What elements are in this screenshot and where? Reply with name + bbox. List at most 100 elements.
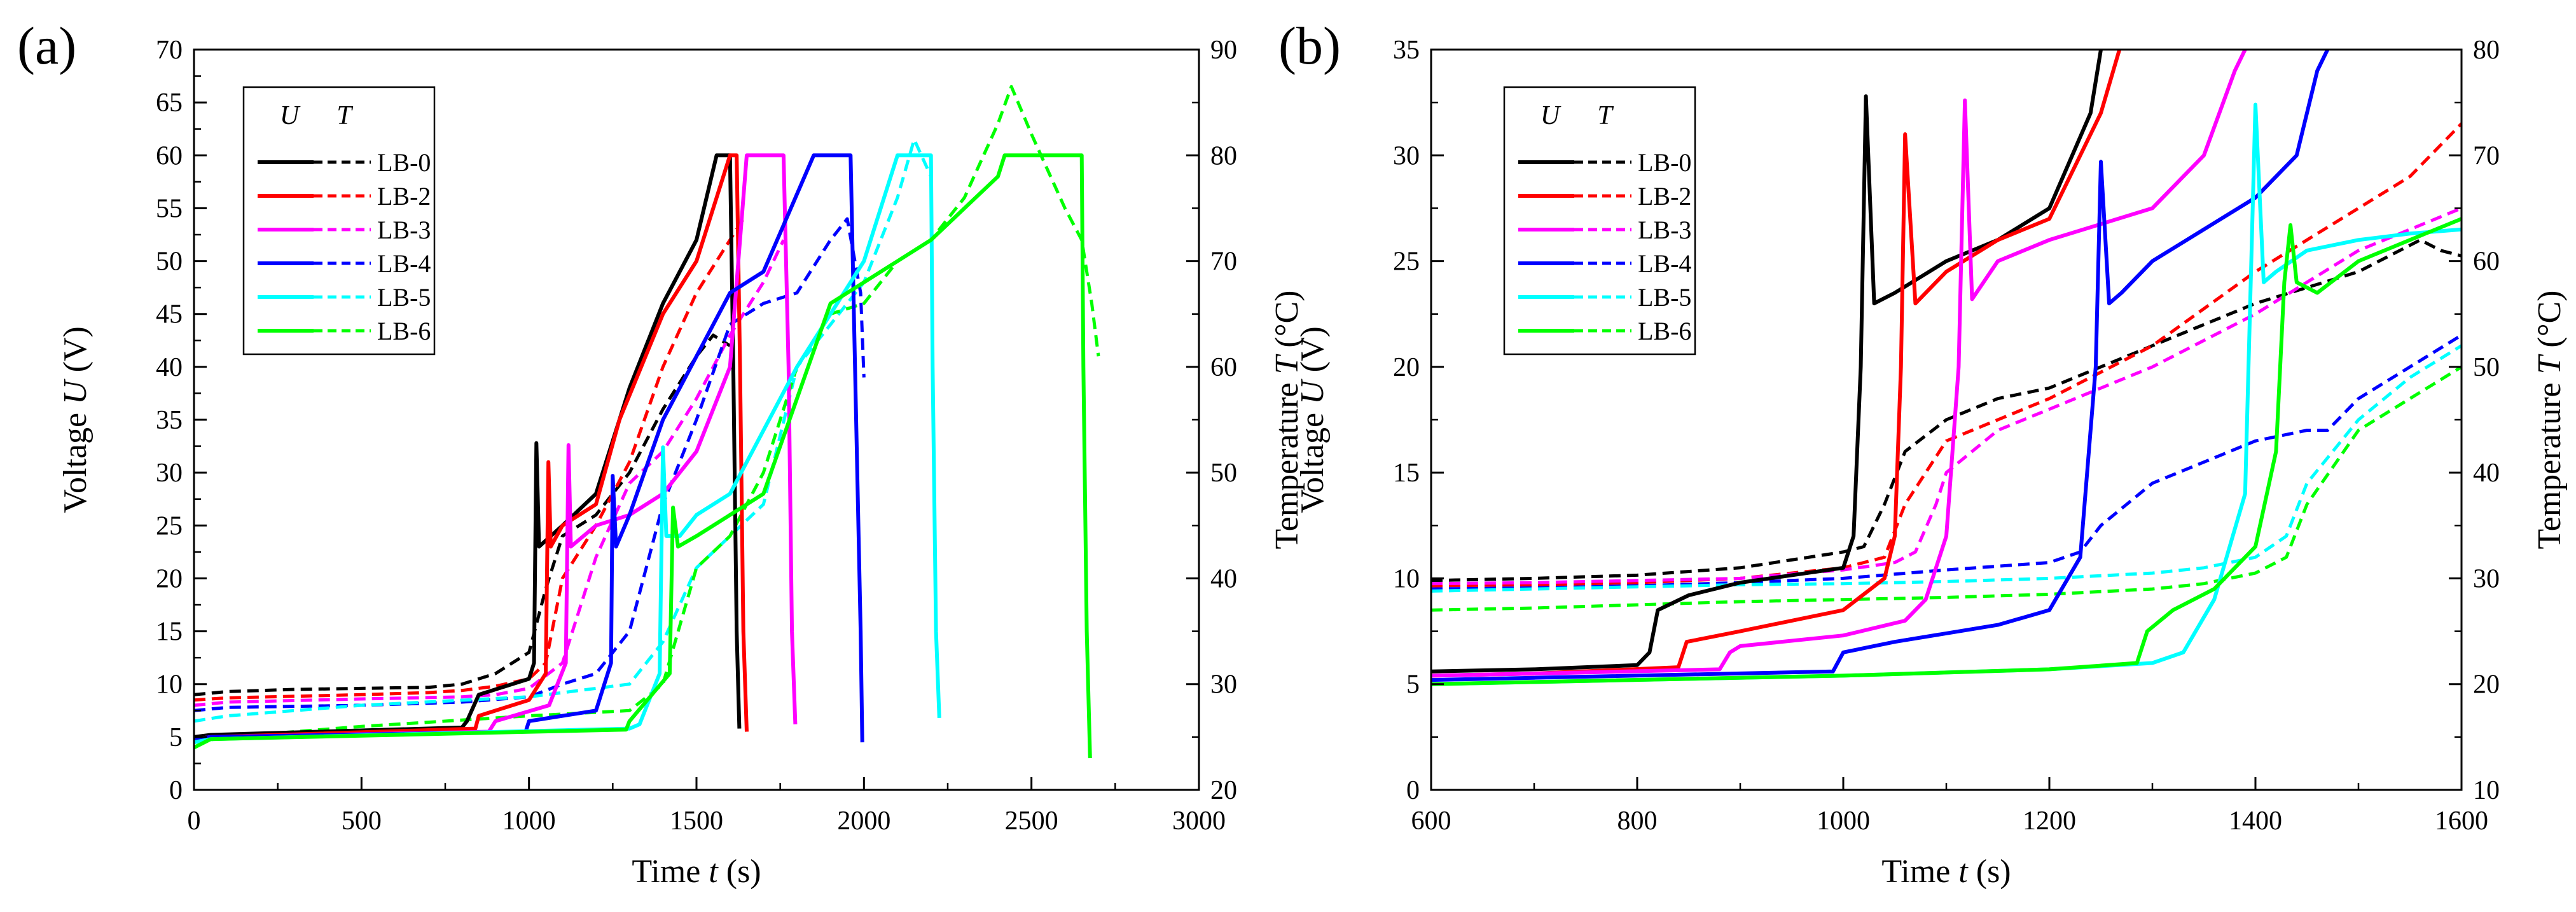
y-tick-label: 30 bbox=[156, 459, 183, 488]
y2-tick-label: 80 bbox=[2473, 36, 2500, 65]
legend-entry-lb-0: LB-0 bbox=[377, 148, 431, 177]
x-tick-label: 2500 bbox=[1005, 806, 1058, 836]
x-tick-label: 1600 bbox=[2435, 806, 2488, 836]
temperature-series-lb-5 bbox=[1431, 344, 2462, 593]
y2-axis-label-unit: (°C) bbox=[2531, 290, 2568, 356]
y2-tick-label: 90 bbox=[1210, 36, 1237, 65]
x-axis-label-text: Time bbox=[632, 853, 709, 890]
temperature-series-lb-0 bbox=[194, 333, 731, 696]
y-axis-label-unit: (V) bbox=[57, 326, 93, 380]
legend-entry-lb-3: LB-3 bbox=[377, 216, 431, 244]
x-axis-label: Time t (s) bbox=[632, 853, 761, 890]
y2-axis-label-var: T bbox=[2531, 354, 2568, 375]
x-tick-label: 800 bbox=[1617, 806, 1658, 836]
y2-axis-label-text: Temperature bbox=[2531, 375, 2568, 549]
legend-header-t: T bbox=[336, 101, 353, 130]
panel-label-b: (b) bbox=[1278, 17, 1341, 76]
temperature-series-lb-0 bbox=[1431, 238, 2462, 583]
y-tick-label: 5 bbox=[169, 723, 183, 752]
x-axis-label-var: t bbox=[709, 853, 719, 890]
chart-panel-a: 0 500 1000 1500 2000 2500 3000 0 5 10 15 20 25 30 35 40… bbox=[57, 36, 1305, 890]
y2-tick-label: 40 bbox=[1210, 564, 1237, 593]
legend-entry-lb-6: LB-6 bbox=[377, 317, 431, 345]
x-tick-label: 1200 bbox=[2023, 806, 2076, 836]
y2-tick-label: 50 bbox=[1210, 459, 1237, 488]
y-tick-label: 65 bbox=[156, 88, 183, 118]
voltage-series-lb-2 bbox=[1431, 50, 2122, 678]
temperature-series-lb-5 bbox=[194, 137, 932, 723]
y-axis-label-var: U bbox=[57, 378, 93, 404]
y2-axis-label-unit: (°C) bbox=[1269, 290, 1305, 356]
y-tick-label: 20 bbox=[156, 564, 183, 593]
x-tick-label: 1400 bbox=[2229, 806, 2282, 836]
legend-header-u: U bbox=[280, 101, 301, 130]
temperature-series-lb-3 bbox=[194, 239, 786, 707]
x-axis-label: Time t (s) bbox=[1881, 853, 2011, 890]
x-axis-label-text: Time bbox=[1881, 853, 1958, 890]
y-tick-label: 25 bbox=[156, 511, 183, 541]
x-tick-label: 0 bbox=[188, 806, 201, 836]
temperature-series-lb-6 bbox=[194, 85, 1100, 744]
y2-tick-label: 30 bbox=[1210, 670, 1237, 700]
legend-box bbox=[242, 86, 436, 356]
x-tick-label: 600 bbox=[1411, 806, 1451, 836]
y2-tick-label: 80 bbox=[1210, 141, 1237, 170]
voltage-series-lb-5 bbox=[194, 153, 941, 745]
plot-area bbox=[194, 85, 1100, 759]
y2-tick-label: 60 bbox=[1210, 353, 1237, 382]
y-tick-label: 10 bbox=[156, 670, 183, 700]
y2-tick-label: 60 bbox=[2473, 247, 2500, 277]
y2-axis-label-text: Temperature bbox=[1269, 375, 1305, 549]
legend: U T LB-0 LB-2 LB-3 LB-4 LB-5 LB-6 bbox=[242, 86, 436, 356]
y-tick-label: 25 bbox=[1393, 247, 1420, 277]
x-tick-label: 3000 bbox=[1172, 806, 1226, 836]
x-tick-label: 1000 bbox=[502, 806, 556, 836]
y-tick-label: 60 bbox=[156, 141, 183, 170]
legend: U T LB-0 LB-2 LB-3 LB-4 LB-5 LB-6 bbox=[1503, 86, 1696, 356]
legend-entry-lb-2: LB-2 bbox=[1638, 182, 1691, 211]
y2-tick-label: 10 bbox=[2473, 776, 2500, 805]
x-tick-label: 2000 bbox=[837, 806, 890, 836]
temperature-series-lb-4 bbox=[1431, 333, 2462, 591]
y2-tick-label: 40 bbox=[2473, 459, 2500, 488]
y-axis-label: Voltage U (V) bbox=[1294, 326, 1331, 513]
y-tick-label: 55 bbox=[156, 194, 183, 223]
temperature-series-lb-3 bbox=[1431, 207, 2462, 586]
y-axis-label-var: U bbox=[1294, 378, 1331, 404]
legend-entry-lb-5: LB-5 bbox=[1638, 283, 1691, 312]
y2-axis-label: Temperature T (°C) bbox=[1269, 290, 1305, 549]
y-tick-label: 40 bbox=[156, 353, 183, 382]
y2-tick-label: 20 bbox=[2473, 670, 2500, 700]
x-tick-label: 1000 bbox=[1817, 806, 1870, 836]
legend-entry-lb-4: LB-4 bbox=[1638, 249, 1691, 278]
y-tick-label: 70 bbox=[156, 36, 183, 65]
voltage-series-lb-6 bbox=[194, 153, 1092, 759]
y-axis-label: Voltage U (V) bbox=[57, 326, 93, 513]
panel-label-a: (a) bbox=[17, 17, 76, 76]
legend-entry-lb-4: LB-4 bbox=[377, 249, 431, 278]
legend-entry-lb-6: LB-6 bbox=[1638, 317, 1691, 345]
y-tick-label: 0 bbox=[169, 776, 183, 805]
y2-tick-label: 20 bbox=[1210, 776, 1237, 805]
y-tick-label: 30 bbox=[1393, 141, 1420, 170]
y-tick-label: 50 bbox=[156, 247, 183, 277]
legend-entry-lb-0: LB-0 bbox=[1638, 148, 1691, 177]
y2-axis-label: Temperature T (°C) bbox=[2531, 290, 2568, 549]
voltage-series-lb-4 bbox=[1431, 50, 2330, 682]
legend-entry-lb-5: LB-5 bbox=[377, 283, 431, 312]
temperature-series-lb-6 bbox=[1431, 365, 2462, 612]
y2-tick-label: 30 bbox=[2473, 564, 2500, 593]
y-tick-label: 20 bbox=[1393, 353, 1420, 382]
legend-header-u: U bbox=[1541, 101, 1562, 130]
legend-entry-lb-3: LB-3 bbox=[1638, 216, 1691, 244]
plot-area bbox=[1431, 50, 2462, 686]
voltage-series-lb-2 bbox=[194, 153, 749, 742]
voltage-series-lb-4 bbox=[194, 153, 864, 743]
y-tick-label: 35 bbox=[156, 406, 183, 435]
x-axis-label-unit: (s) bbox=[1968, 853, 2011, 890]
y-tick-label: 5 bbox=[1406, 670, 1420, 700]
y-axis-label-text: Voltage bbox=[57, 404, 93, 513]
x-axis-label-unit: (s) bbox=[718, 853, 761, 890]
temperature-series-lb-2 bbox=[1431, 122, 2462, 588]
